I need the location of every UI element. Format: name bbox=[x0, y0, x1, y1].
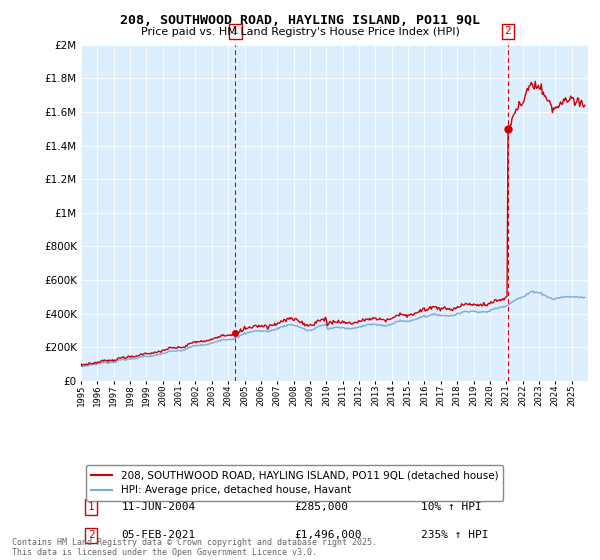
Text: 235% ↑ HPI: 235% ↑ HPI bbox=[421, 530, 488, 540]
Text: 2: 2 bbox=[505, 26, 511, 36]
Text: 2: 2 bbox=[88, 530, 95, 540]
Text: 1: 1 bbox=[88, 502, 95, 512]
Text: 10% ↑ HPI: 10% ↑ HPI bbox=[421, 502, 481, 512]
Text: Price paid vs. HM Land Registry's House Price Index (HPI): Price paid vs. HM Land Registry's House … bbox=[140, 27, 460, 37]
Text: £1,496,000: £1,496,000 bbox=[294, 530, 361, 540]
Text: 11-JUN-2004: 11-JUN-2004 bbox=[122, 502, 196, 512]
Text: 208, SOUTHWOOD ROAD, HAYLING ISLAND, PO11 9QL: 208, SOUTHWOOD ROAD, HAYLING ISLAND, PO1… bbox=[120, 14, 480, 27]
Legend: 208, SOUTHWOOD ROAD, HAYLING ISLAND, PO11 9QL (detached house), HPI: Average pri: 208, SOUTHWOOD ROAD, HAYLING ISLAND, PO1… bbox=[86, 465, 503, 501]
Text: 05-FEB-2021: 05-FEB-2021 bbox=[122, 530, 196, 540]
Text: Contains HM Land Registry data © Crown copyright and database right 2025.
This d: Contains HM Land Registry data © Crown c… bbox=[12, 538, 377, 557]
Text: 1: 1 bbox=[232, 26, 239, 36]
Text: £285,000: £285,000 bbox=[294, 502, 348, 512]
